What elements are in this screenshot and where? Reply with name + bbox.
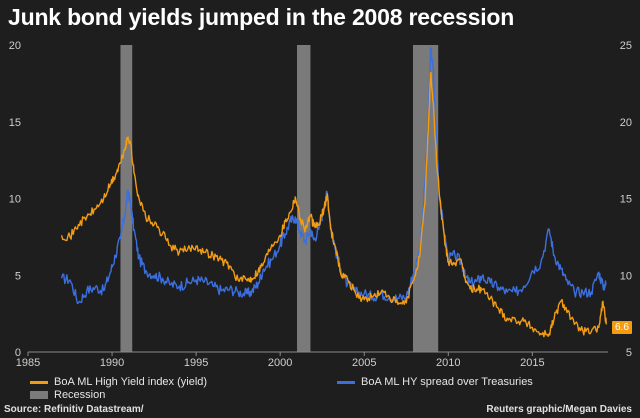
credit-note: Reuters graphic/Megan Davies bbox=[486, 404, 632, 415]
chart-title: Junk bond yields jumped in the 2008 rece… bbox=[8, 4, 515, 30]
series-line-spread bbox=[60, 47, 607, 305]
x-tick-label-1995: 1995 bbox=[184, 357, 208, 369]
x-tick-label-2010: 2010 bbox=[436, 357, 460, 369]
legend-label-spread: BoA ML HY spread over Treasuries bbox=[361, 376, 533, 388]
source-note: Source: Refinitiv Datastream/ bbox=[4, 404, 144, 415]
right-tick-label-15: 15 bbox=[620, 194, 632, 206]
right-tick-label-20: 20 bbox=[620, 117, 632, 129]
legend-label-yield: BoA ML High Yield index (yield) bbox=[54, 376, 208, 388]
left-tick-label-15: 15 bbox=[9, 117, 21, 129]
legend-label-recession: Recession bbox=[54, 389, 106, 401]
legend-item-recession: Recession bbox=[30, 389, 105, 401]
x-tick-label-1985: 1985 bbox=[16, 357, 40, 369]
right-tick-label-10: 10 bbox=[620, 270, 632, 282]
legend-item-spread: BoA ML HY spread over Treasuries bbox=[337, 376, 533, 388]
legend-swatch-recession bbox=[30, 391, 48, 399]
series-line-yield bbox=[60, 71, 607, 338]
left-tick-label-20: 20 bbox=[9, 40, 21, 52]
x-tick-label-2015: 2015 bbox=[520, 357, 544, 369]
right-tick-label-25: 25 bbox=[620, 40, 632, 52]
x-tick-label-1990: 1990 bbox=[100, 357, 124, 369]
left-tick-label-10: 10 bbox=[9, 194, 21, 206]
recession-band-2 bbox=[296, 45, 311, 352]
x-tick-label-2005: 2005 bbox=[352, 357, 376, 369]
left-tick-label-0: 0 bbox=[15, 347, 21, 359]
legend-swatch-yield bbox=[30, 380, 48, 384]
legend-swatch-spread bbox=[337, 380, 355, 384]
x-tick-label-2000: 2000 bbox=[268, 357, 292, 369]
left-tick-label-5: 5 bbox=[15, 270, 21, 282]
last-value-label: 6.6 bbox=[612, 321, 632, 334]
right-tick-label-5: 5 bbox=[626, 347, 632, 359]
legend-item-yield: BoA ML High Yield index (yield) bbox=[30, 376, 207, 388]
